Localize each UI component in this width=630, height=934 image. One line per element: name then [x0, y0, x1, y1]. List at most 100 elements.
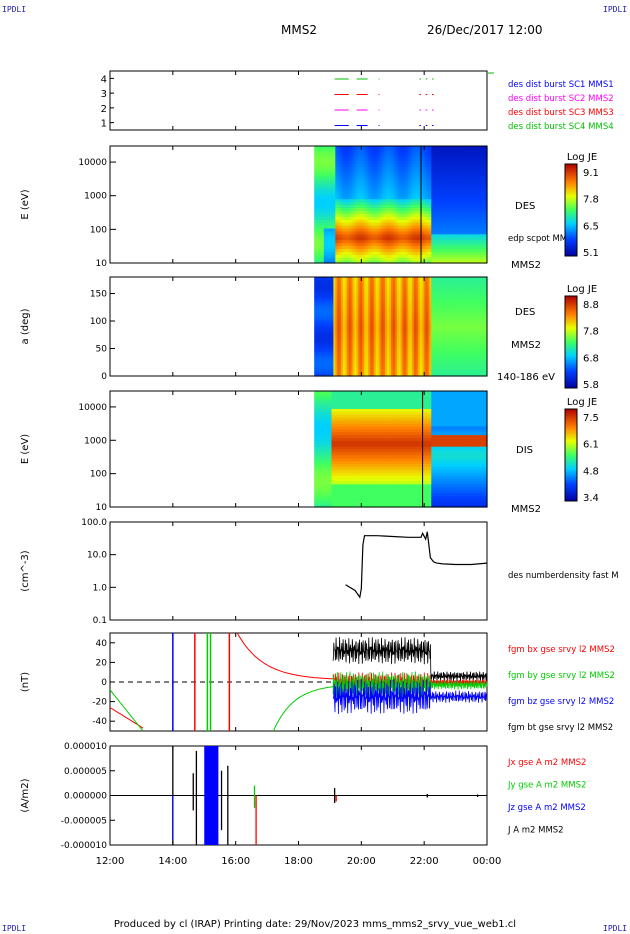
spectrogram-cell — [337, 343, 340, 347]
spectrogram-cell — [321, 348, 325, 352]
spectrogram-cell — [333, 260, 336, 264]
spectrogram-cell — [344, 192, 348, 197]
spectrogram-cell — [316, 184, 319, 188]
spectrogram-cell — [435, 169, 438, 173]
spectrogram-cell — [333, 192, 336, 197]
spectrogram-cell — [360, 348, 363, 352]
spectrogram-cell — [369, 154, 373, 159]
spectrogram-cell — [402, 236, 406, 241]
spectrogram-cell — [429, 204, 432, 209]
spectrogram-cell — [369, 309, 373, 313]
spectrogram-cell — [341, 326, 344, 330]
spectrogram-cell — [442, 236, 446, 241]
spectrogram-cell — [366, 157, 369, 162]
spectrogram-cell — [352, 304, 356, 308]
spectrogram-cell — [423, 186, 427, 191]
spectrogram-cell — [356, 184, 359, 188]
spectrogram-cell — [316, 289, 319, 293]
spectrogram-cell — [356, 356, 359, 360]
spectrogram-cell — [352, 338, 356, 342]
spectrogram-cell — [318, 277, 321, 281]
spectrogram-cell — [402, 201, 406, 206]
spectrogram-cell — [356, 239, 359, 244]
spectrogram-cell — [410, 178, 413, 182]
spectrogram-cell — [427, 148, 430, 153]
spectrogram-cell — [362, 257, 365, 261]
spectrogram-cell — [366, 358, 369, 362]
spectrogram-cell — [360, 233, 363, 238]
spectrogram-cell — [385, 224, 388, 229]
spectrogram-cell — [377, 251, 381, 255]
spectrogram-cell — [406, 210, 409, 214]
spectrogram-cell — [343, 321, 346, 325]
spectrogram-cell — [335, 301, 338, 305]
spectrogram-cell — [344, 222, 348, 226]
spectrogram-cell — [325, 169, 329, 173]
spectrogram-cell — [373, 207, 377, 211]
spectrogram-cell — [383, 172, 386, 176]
spectrogram-cell — [362, 373, 365, 377]
spectrogram-cell — [327, 348, 331, 352]
spectrogram-cell — [316, 291, 319, 295]
spectrogram-cell — [314, 331, 317, 335]
spectrogram-cell — [356, 326, 359, 330]
spectrogram-cell — [404, 195, 407, 200]
spectrogram-cell — [366, 189, 369, 194]
spectrogram-cell — [358, 348, 361, 352]
spectrogram-cell — [367, 148, 371, 153]
spectrogram-cell — [348, 146, 352, 150]
spectrogram-cell — [452, 248, 455, 252]
spectrogram-cell — [477, 236, 480, 241]
spectrogram-cell — [325, 216, 329, 220]
spectrogram-cell — [404, 146, 407, 150]
spectrogram-cell — [400, 239, 404, 244]
spectrogram-cell — [333, 157, 336, 162]
spectrogram-cell — [423, 224, 427, 229]
spectrogram-cell — [471, 160, 475, 165]
spectrogram-cell — [373, 251, 377, 255]
spectrogram-cell — [477, 227, 480, 232]
spectrogram-cell — [402, 166, 406, 170]
spectrogram-cell — [369, 304, 373, 308]
spectrogram-cell — [373, 224, 377, 229]
spectrogram-cell — [314, 166, 317, 170]
spectrogram-cell — [463, 151, 467, 156]
spectrogram-cell — [377, 213, 381, 217]
spectrogram-cell — [479, 172, 482, 176]
spectrogram-cell — [479, 224, 482, 229]
spectrogram-cell — [442, 146, 446, 150]
spectrogram-cell — [431, 169, 434, 173]
spectrogram-cell — [460, 224, 463, 229]
spectrogram-cell — [346, 281, 350, 286]
spectrogram-cell — [398, 192, 402, 197]
spectrogram-cell — [450, 219, 454, 223]
spectrogram-cell — [337, 178, 340, 182]
spectrogram-cell — [346, 219, 350, 223]
spectrogram-cell — [450, 195, 454, 200]
spectrogram-cell — [364, 154, 367, 159]
spectrogram-cell — [377, 148, 381, 153]
spectrogram-cell — [375, 260, 379, 264]
spectrogram-cell — [383, 227, 386, 232]
spectrogram-cell — [429, 254, 432, 258]
spectrogram-cell — [404, 207, 407, 211]
spectrogram-cell — [406, 151, 409, 156]
spectrogram-cell — [427, 189, 430, 194]
spectrogram-cell — [437, 198, 440, 203]
spectrogram-cell — [350, 186, 354, 191]
spectrogram-cell — [323, 286, 327, 290]
spectrogram-cell — [362, 224, 365, 229]
spectrogram-cell — [327, 306, 331, 310]
spectrogram-cell — [462, 239, 465, 244]
spectrogram-cell — [373, 326, 377, 330]
spectrogram-cell — [452, 257, 455, 261]
spectrogram-cell — [479, 222, 482, 226]
spectrogram-cell — [367, 257, 371, 261]
spectrogram-cell — [448, 207, 452, 211]
spectrogram-cell — [421, 195, 425, 200]
spectrogram-cell — [337, 248, 340, 252]
spectrogram-cell — [410, 198, 413, 203]
spectrogram-cell — [366, 348, 369, 352]
spectrogram-cell — [327, 184, 331, 188]
spectrogram-cell — [396, 227, 400, 232]
